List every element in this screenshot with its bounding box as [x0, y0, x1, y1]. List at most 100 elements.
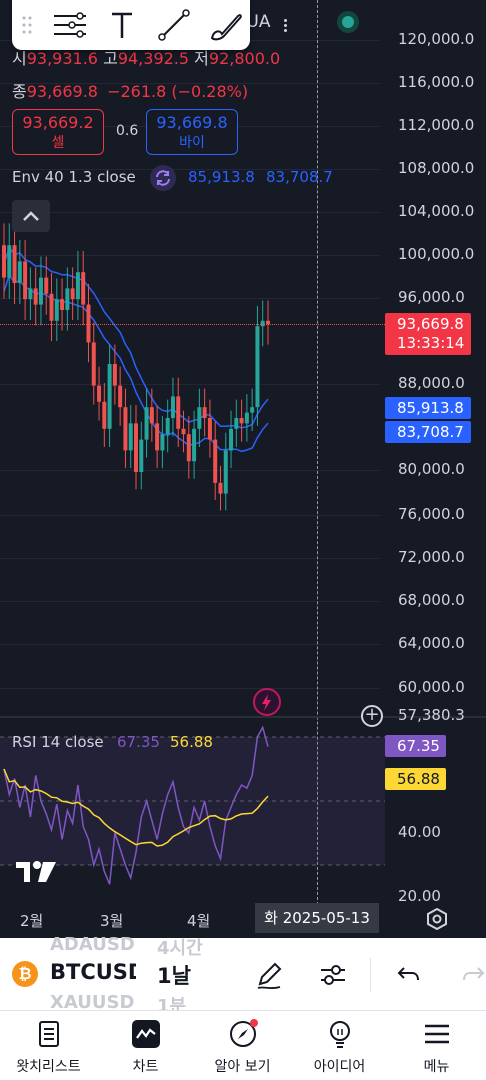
- candle-body: [255, 326, 260, 408]
- watchlist-icon: [39, 1021, 59, 1047]
- draw-pen-icon[interactable]: [254, 960, 284, 990]
- candle-body: [234, 418, 239, 429]
- symbol-picker-above[interactable]: ADAUSD: [50, 934, 135, 955]
- interval-above[interactable]: 4시간: [157, 938, 203, 959]
- sell-price: 93,669.2: [22, 113, 94, 132]
- candle-body: [197, 407, 202, 429]
- rsi-value: 67.35: [117, 733, 160, 751]
- symbol-picker[interactable]: BTCUSD: [50, 960, 136, 984]
- rsi-ma-line: [3, 768, 269, 847]
- settings-hex-icon[interactable]: [426, 907, 448, 931]
- candle-body: [229, 428, 234, 451]
- time-axis-label: 3월: [100, 912, 124, 930]
- high-label: 고: [103, 49, 118, 68]
- nav-label: 알아 보기: [214, 1059, 271, 1075]
- pane-separator[interactable]: [0, 716, 486, 718]
- last-price-value: 93,669.8: [397, 315, 464, 333]
- candle-body: [123, 407, 128, 451]
- price-axis-label: 68,000.0: [398, 591, 465, 609]
- sell-button[interactable]: 93,669.2 셀: [12, 109, 104, 155]
- symbol-name: XAUUSD: [50, 992, 135, 1010]
- env-upper-tag: 85,913.8: [385, 397, 471, 419]
- undo-icon[interactable]: [396, 962, 422, 988]
- redo-icon[interactable]: [460, 962, 486, 988]
- rsi-indicator-name[interactable]: RSI 14 close: [12, 733, 104, 751]
- candle-body: [218, 482, 223, 494]
- nav-chart[interactable]: 차트: [97, 1011, 194, 1080]
- candle-body: [176, 396, 181, 429]
- collapse-legend-button[interactable]: [12, 200, 50, 232]
- candle-body: [260, 320, 265, 327]
- trendline-tool-icon[interactable]: [157, 8, 191, 42]
- price-axis-label: 120,000.0: [398, 30, 475, 48]
- candle-body: [160, 434, 165, 451]
- env-upper-value: 85,913.8: [188, 168, 255, 186]
- candle-body: [149, 407, 154, 424]
- menu-icon: [425, 1024, 449, 1044]
- lightning-icon[interactable]: [253, 688, 281, 716]
- bar-countdown: 13:33:14: [397, 334, 465, 352]
- nav-explore[interactable]: 알아 보기: [194, 1011, 291, 1080]
- nav-menu[interactable]: 메뉴: [388, 1011, 485, 1080]
- price-axis-label: 96,000.0: [398, 288, 465, 306]
- buy-button[interactable]: 93,669.8 바이: [146, 109, 238, 155]
- candle-body: [170, 396, 175, 418]
- candle-body: [102, 401, 107, 429]
- brush-tool-icon[interactable]: [208, 8, 244, 42]
- candle-body: [49, 293, 54, 321]
- candle-body: [38, 277, 43, 305]
- candle-body: [250, 407, 255, 413]
- nav-ideas[interactable]: 아이디어: [291, 1011, 388, 1080]
- rsi-ma-tag: 56.88: [385, 768, 446, 790]
- interval-picker[interactable]: 1날: [157, 964, 191, 988]
- time-axis-label: 4월: [187, 912, 211, 930]
- env-lower-band: [3, 273, 269, 453]
- close-value: 93,669.8: [26, 82, 98, 101]
- open-label: 시: [12, 49, 27, 68]
- rsi-line: [3, 725, 269, 885]
- price-axis-label: 72,000.0: [398, 548, 465, 566]
- candle-body: [181, 428, 186, 435]
- candle-body: [112, 364, 117, 386]
- candle-body: [202, 407, 207, 418]
- price-axis-bottom-label: 57,380.3: [398, 706, 465, 724]
- explore-icon: [230, 1019, 258, 1047]
- drag-handle-icon[interactable]: [22, 15, 32, 35]
- candle-body: [186, 434, 191, 462]
- candle-body: [44, 277, 49, 294]
- candle-body: [7, 245, 12, 278]
- candle-body: [266, 320, 270, 325]
- interval-below[interactable]: 1분: [157, 996, 187, 1010]
- lines-tool-icon[interactable]: [52, 10, 88, 40]
- indicators-settings-icon[interactable]: [318, 960, 348, 990]
- bitcoin-icon: ₿: [12, 961, 38, 987]
- chart-area[interactable]: 120,000.0 116,000.0 112,000.0 108,000.0 …: [0, 0, 486, 938]
- candle-body: [107, 364, 112, 429]
- last-price-tag: 93,669.8 13:33:14: [385, 313, 471, 355]
- crosshair-date-label: 화 2025-05-13: [255, 903, 379, 933]
- time-axis[interactable]: [0, 905, 486, 938]
- rsi-axis-label: 20.00: [398, 887, 441, 905]
- last-price-line: [0, 324, 385, 325]
- candle-body: [23, 261, 28, 300]
- symbol-picker-below[interactable]: XAUUSD: [50, 992, 134, 1010]
- rsi-axis-label: 40.00: [398, 823, 441, 841]
- text-tool-icon[interactable]: [110, 10, 134, 40]
- buy-price: 93,669.8: [156, 113, 228, 132]
- crosshair-vertical: [317, 0, 318, 910]
- candle-body: [91, 342, 96, 386]
- env-indicator-name[interactable]: Env 40 1.3 close: [12, 168, 136, 186]
- add-plus-icon[interactable]: +: [361, 705, 383, 727]
- candle-body: [75, 272, 80, 300]
- nav-label: 메뉴: [423, 1059, 450, 1075]
- nav-watchlist[interactable]: 왓치리스트: [0, 1011, 97, 1080]
- nav-label: 차트: [132, 1059, 159, 1075]
- candle-body: [12, 245, 17, 283]
- candle-body: [192, 428, 197, 462]
- candle-body: [81, 272, 86, 305]
- more-dots-icon[interactable]: [283, 18, 289, 34]
- candle-body: [118, 385, 123, 408]
- rsi-plot: [0, 725, 385, 885]
- candle-body: [139, 439, 144, 472]
- candle-body: [165, 418, 170, 435]
